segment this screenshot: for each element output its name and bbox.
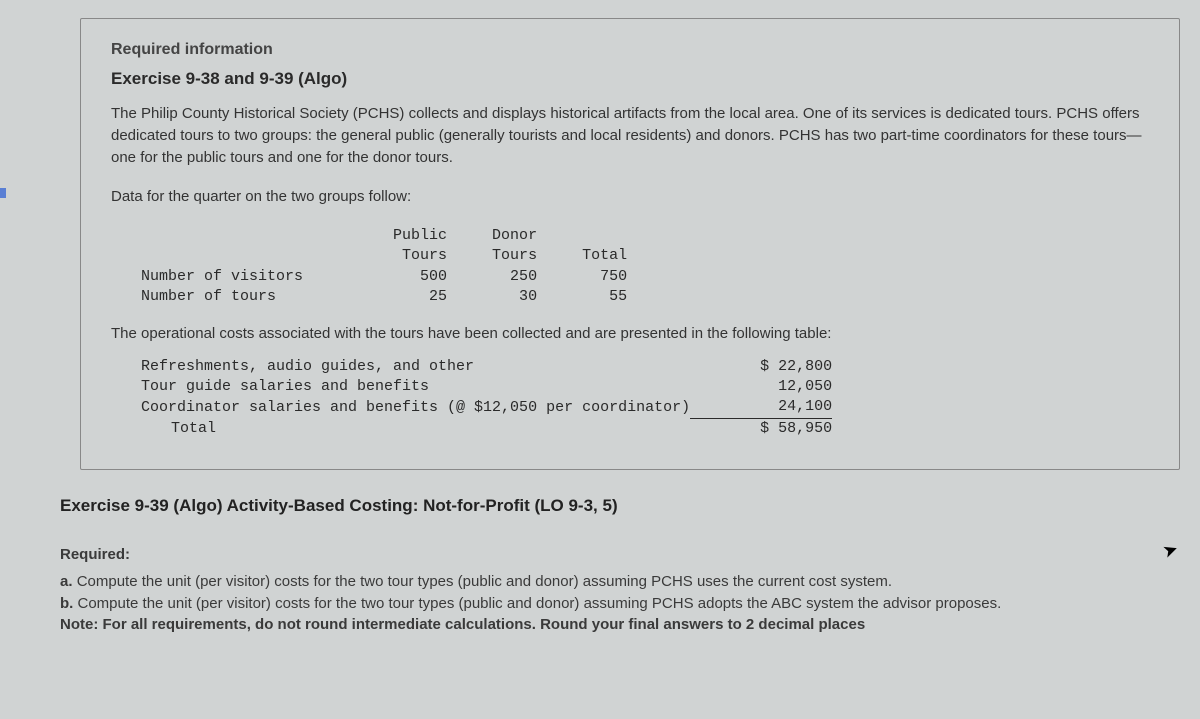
cost-amount: $ 22,800	[690, 357, 832, 377]
requirement-b-prefix: b.	[60, 595, 78, 612]
costs-table: Refreshments, audio guides, and other $ …	[141, 357, 832, 439]
exercise-heading: Exercise 9-39 (Algo) Activity-Based Cost…	[60, 496, 1160, 516]
problem-info-box: Required information Exercise 9-38 and 9…	[80, 18, 1180, 470]
note-text: For all requirements, do not round inter…	[103, 616, 866, 633]
cost-total-amount: $ 58,950	[690, 418, 832, 439]
table-row-total: Total $ 58,950	[141, 418, 832, 439]
table-row: Coordinator salaries and benefits (@ $12…	[141, 397, 832, 418]
table-row: Refreshments, audio guides, and other $ …	[141, 357, 832, 377]
requirement-b-text: Compute the unit (per visitor) costs for…	[78, 595, 1002, 612]
note-prefix: Note:	[60, 616, 103, 633]
cost-label: Tour guide salaries and benefits	[141, 377, 690, 397]
requirement-a-prefix: a.	[60, 573, 77, 590]
cost-amount: 24,100	[690, 397, 832, 418]
exercise-section: Exercise 9-39 (Algo) Activity-Based Cost…	[30, 496, 1180, 636]
required-label: Required:	[60, 546, 1160, 563]
requirement-a: a. Compute the unit (per visitor) costs …	[60, 571, 1160, 593]
table-row: Tour guide salaries and benefits 12,050	[141, 377, 832, 397]
visitors-table: Public Donor Tours Tours Total Number of…	[141, 226, 1149, 307]
left-progress-marker	[0, 188, 6, 198]
cost-total-label: Total	[141, 418, 690, 439]
cost-label: Refreshments, audio guides, and other	[141, 357, 690, 377]
requirement-note: Note: For all requirements, do not round…	[60, 614, 1160, 636]
costs-intro-text: The operational costs associated with th…	[111, 323, 1149, 345]
requirement-a-text: Compute the unit (per visitor) costs for…	[77, 573, 892, 590]
cost-label: Coordinator salaries and benefits (@ $12…	[141, 397, 690, 418]
requirements-list: a. Compute the unit (per visitor) costs …	[60, 571, 1160, 636]
problem-intro-text: The Philip County Historical Society (PC…	[111, 103, 1149, 168]
requirement-b: b. Compute the unit (per visitor) costs …	[60, 593, 1160, 615]
exercise-title: Exercise 9-38 and 9-39 (Algo)	[111, 69, 1149, 89]
data-intro-text: Data for the quarter on the two groups f…	[111, 186, 1149, 208]
cost-amount: 12,050	[690, 377, 832, 397]
page-content: Required information Exercise 9-38 and 9…	[0, 0, 1200, 646]
required-information-label: Required information	[111, 41, 1149, 59]
